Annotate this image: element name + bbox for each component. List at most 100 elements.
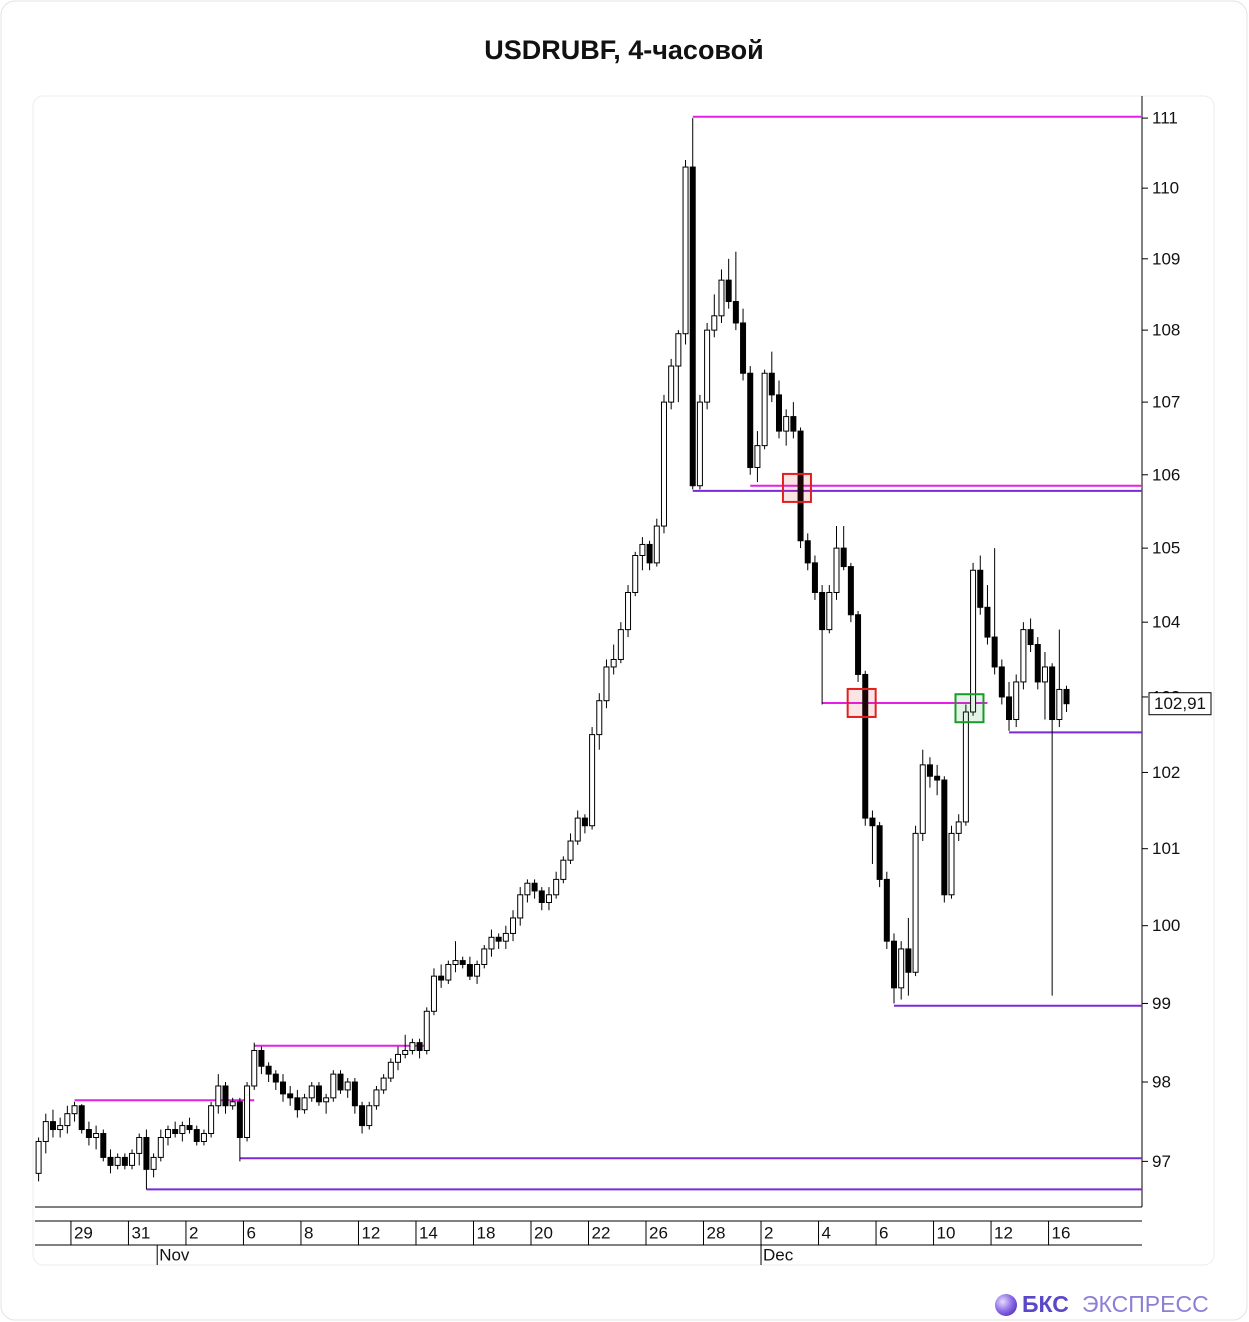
x-tick-label: 10 (937, 1223, 956, 1242)
candle-body (244, 1085, 251, 1138)
candle-body (998, 666, 1005, 698)
candle-body (1049, 666, 1056, 721)
candle-body (387, 1061, 394, 1079)
y-tick-label: 98 (1152, 1073, 1171, 1092)
y-tick-label: 101 (1152, 839, 1180, 858)
candle-body (524, 882, 531, 896)
candle-body (157, 1136, 164, 1158)
candle-body (114, 1156, 121, 1166)
candle-body (775, 394, 782, 432)
candle-body (934, 775, 941, 781)
candle-body (57, 1125, 64, 1131)
candle-body (1013, 681, 1020, 721)
candle-body (459, 960, 466, 965)
candle-body (898, 948, 905, 989)
candle-body (948, 832, 955, 896)
candle-body (675, 333, 682, 367)
plot: 9798991001011021031041051061071081091101… (35, 96, 1212, 1265)
candle-body (229, 1101, 236, 1107)
x-tick-label: 18 (476, 1223, 495, 1242)
candle-body (581, 817, 588, 827)
chart-panel (32, 95, 1215, 1266)
candle-body (71, 1105, 78, 1115)
candle-body (912, 832, 919, 973)
y-tick-label: 102 (1152, 763, 1180, 782)
candle-body (531, 882, 538, 892)
candle-body (93, 1133, 100, 1138)
candle-body (747, 372, 754, 468)
candle-body (265, 1065, 272, 1075)
candle-body (301, 1097, 308, 1111)
candle-body (200, 1133, 207, 1142)
x-tick-label: 2 (764, 1223, 773, 1242)
candle-body (193, 1129, 200, 1142)
month-label: Dec (763, 1245, 794, 1264)
x-tick-label: 4 (822, 1223, 831, 1242)
candle-body (107, 1156, 114, 1166)
candle-body (761, 372, 768, 447)
candle-body (718, 279, 725, 317)
candle-body (100, 1133, 107, 1158)
candle-body (804, 540, 811, 564)
candle-body (704, 329, 711, 403)
candle-body (977, 569, 984, 608)
candle-body (330, 1073, 337, 1099)
candle-body (236, 1101, 243, 1138)
candle-body (905, 948, 912, 973)
candle-body (790, 416, 797, 432)
candle-body (517, 894, 524, 919)
candle-body (826, 591, 833, 631)
candle-body (876, 825, 883, 880)
candle-body (603, 666, 610, 702)
candle-body (85, 1129, 92, 1138)
candle-body (740, 322, 747, 374)
candle-body (359, 1105, 366, 1127)
candle-body (646, 543, 653, 564)
candle-body (279, 1081, 286, 1095)
candle-body (258, 1050, 265, 1067)
x-tick-label: 14 (419, 1223, 438, 1242)
y-tick-label: 97 (1152, 1152, 1171, 1171)
candle-body (179, 1125, 186, 1135)
candle-body (783, 416, 790, 432)
candle-body (366, 1105, 373, 1127)
candle-body (452, 960, 459, 965)
candle-body (409, 1042, 416, 1052)
candle-body (373, 1089, 380, 1107)
signal-box (781, 472, 812, 503)
x-tick-label: 6 (246, 1223, 255, 1242)
candle-body (625, 591, 632, 631)
candle-body (926, 764, 933, 777)
candle-body (423, 1010, 430, 1052)
candle-body (272, 1073, 279, 1083)
candle-body (545, 894, 552, 904)
candle-body (35, 1140, 42, 1174)
candle-body (855, 614, 862, 675)
candle-body (991, 636, 998, 668)
y-tick-label: 109 (1152, 249, 1180, 268)
candle-body (732, 301, 739, 324)
candle-body (495, 936, 502, 942)
candle-body (689, 166, 696, 487)
x-tick-label: 29 (74, 1223, 93, 1242)
candle-body (833, 547, 840, 593)
x-tick-label: 22 (592, 1223, 611, 1242)
candle-body (596, 700, 603, 736)
x-tick-label: 16 (1052, 1223, 1071, 1242)
candle-body (222, 1085, 229, 1107)
candle-body (481, 948, 488, 965)
candle-body (984, 606, 991, 638)
candle-body (251, 1050, 258, 1087)
candle-body (567, 840, 574, 861)
candle-body (574, 817, 581, 842)
candle-body (847, 566, 854, 616)
candle-body (351, 1081, 358, 1107)
candle-body (668, 365, 675, 403)
candle-body (430, 975, 437, 1012)
x-tick-label: 31 (131, 1223, 150, 1242)
candle-body (617, 629, 624, 660)
candle-body (869, 817, 876, 827)
candle-body (344, 1081, 351, 1091)
candle-body (883, 878, 890, 942)
candle-body (294, 1097, 301, 1111)
